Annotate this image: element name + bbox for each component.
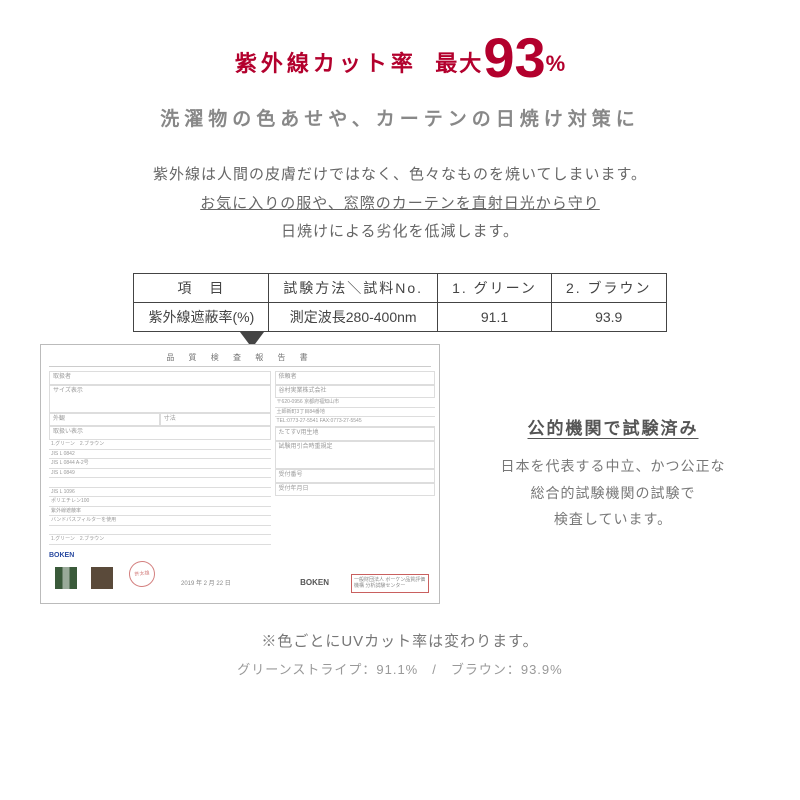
cert-row-line: JIS L 0849	[49, 469, 271, 479]
table-header: 1. グリーン	[438, 273, 552, 302]
cert-row-line: TEL:0773-27-5541 FAX:0773-27-5545	[275, 417, 435, 427]
cert-row-line: 〒620-0956 京都府福知山市	[275, 398, 435, 408]
table-cell: 91.1	[438, 302, 552, 331]
headline: 紫外線カット率 最大93%	[40, 30, 760, 86]
cert-row-line: 1.グリーン 2.ブラウン	[49, 535, 271, 545]
uv-data-table: 項 目 試験方法＼試料No. 1. グリーン 2. ブラウン 紫外線遮蔽率(%)…	[133, 273, 666, 332]
table-header: 2. ブラウン	[551, 273, 666, 302]
boken-logo: BOKEN	[49, 551, 74, 560]
cert-line: 検査しています。	[466, 506, 760, 533]
cert-row-line: 土師新町3丁目84番地	[275, 408, 435, 418]
cert-field: 寸法	[160, 413, 271, 427]
cert-description: 日本を代表する中立、かつ公正な 総合的試験機関の試験で 検査しています。	[466, 453, 760, 533]
subheading: 洗濯物の色あせや、カーテンの日焼け対策に	[40, 104, 760, 131]
stamp-icon: 許太雄	[128, 559, 157, 588]
certificate-document: 品 質 検 査 報 告 書 取扱者 サイズ表示 外観 寸法 取扱い表示 1.グリ…	[40, 344, 440, 604]
color-swatches	[55, 567, 113, 589]
cert-line: 日本を代表する中立、かつ公正な	[466, 453, 760, 480]
cert-field: 取扱い表示	[49, 426, 271, 440]
certificate-text: 公的機関で試験済み 日本を代表する中立、かつ公正な 総合的試験機関の試験で 検査…	[466, 414, 760, 533]
table-header-row: 項 目 試験方法＼試料No. 1. グリーン 2. ブラウン	[134, 273, 666, 302]
cert-date: 2019 年 2 月 22 日	[181, 581, 231, 589]
cert-row-line	[49, 526, 271, 536]
cert-doc-title: 品 質 検 査 報 告 書	[49, 353, 431, 367]
cert-row-line: ポリエチレン100	[49, 497, 271, 507]
headline-max-label: 最大	[435, 51, 483, 76]
table-cell: 93.9	[551, 302, 666, 331]
cert-row-line: JIS L 1096	[49, 488, 271, 498]
body-line-2: お気に入りの服や、窓際のカーテンを直射日光から守り	[40, 190, 760, 219]
cert-field: 取扱者	[49, 371, 271, 385]
certificate-row: 品 質 検 査 報 告 書 取扱者 サイズ表示 外観 寸法 取扱い表示 1.グリ…	[40, 344, 760, 604]
cert-line: 総合的試験機関の試験で	[466, 480, 760, 507]
footnote: ※色ごとにUVカット率は変わります。	[40, 630, 760, 651]
cert-field: 外観	[49, 413, 160, 427]
table-cell: 紫外線遮蔽率(%)	[134, 302, 269, 331]
cert-row-line: JIS L 0842	[49, 450, 271, 460]
cert-field: 谷村実業株式会社	[275, 385, 435, 399]
headline-main: 紫外線カット率	[235, 46, 417, 78]
swatch-brown	[91, 567, 113, 589]
cert-row-line: JIS L 0844 A-2号	[49, 459, 271, 469]
body-copy: 紫外線は人間の皮膚だけではなく、色々なものを焼いてしまいます。 お気に入りの服や…	[40, 161, 760, 247]
table-header: 項 目	[134, 273, 269, 302]
table-cell: 測定波長280-400nm	[269, 302, 438, 331]
table-header: 試験方法＼試料No.	[269, 273, 438, 302]
issuer-box: 一般財団法人 ボーケン品質評価機構 分析試験センター	[351, 574, 429, 593]
cert-heading: 公的機関で試験済み	[466, 414, 760, 439]
swatch-green	[55, 567, 77, 589]
cert-row-line	[49, 478, 271, 488]
footnote-sub: グリーンストライプ：91.1% / ブラウン：93.9%	[40, 659, 760, 678]
body-line-1: 紫外線は人間の皮膚だけではなく、色々なものを焼いてしまいます。	[40, 161, 760, 190]
table-data-row: 紫外線遮蔽率(%) 測定波長280-400nm 91.1 93.9	[134, 302, 666, 331]
boken-logo: BOKEN	[300, 578, 329, 588]
cert-field: 受付年月日	[275, 483, 435, 497]
cert-row-line: バンドパスフィルターを使用	[49, 516, 271, 526]
body-line-3: 日焼けによる劣化を低減します。	[40, 218, 760, 247]
cert-field: たてすV用生地	[275, 427, 435, 441]
cert-row-line: 紫外線遮蔽率	[49, 507, 271, 517]
cert-field: サイズ表示	[49, 385, 271, 413]
cert-field: 受付番号	[275, 469, 435, 483]
cert-field: 依頼者	[275, 371, 435, 385]
cert-field: 試験用引合時重規定	[275, 441, 435, 469]
headline-percent: %	[546, 51, 566, 76]
headline-number: 93	[483, 26, 545, 89]
cert-row-line: 1.グリーン 2.ブラウン	[49, 440, 271, 450]
